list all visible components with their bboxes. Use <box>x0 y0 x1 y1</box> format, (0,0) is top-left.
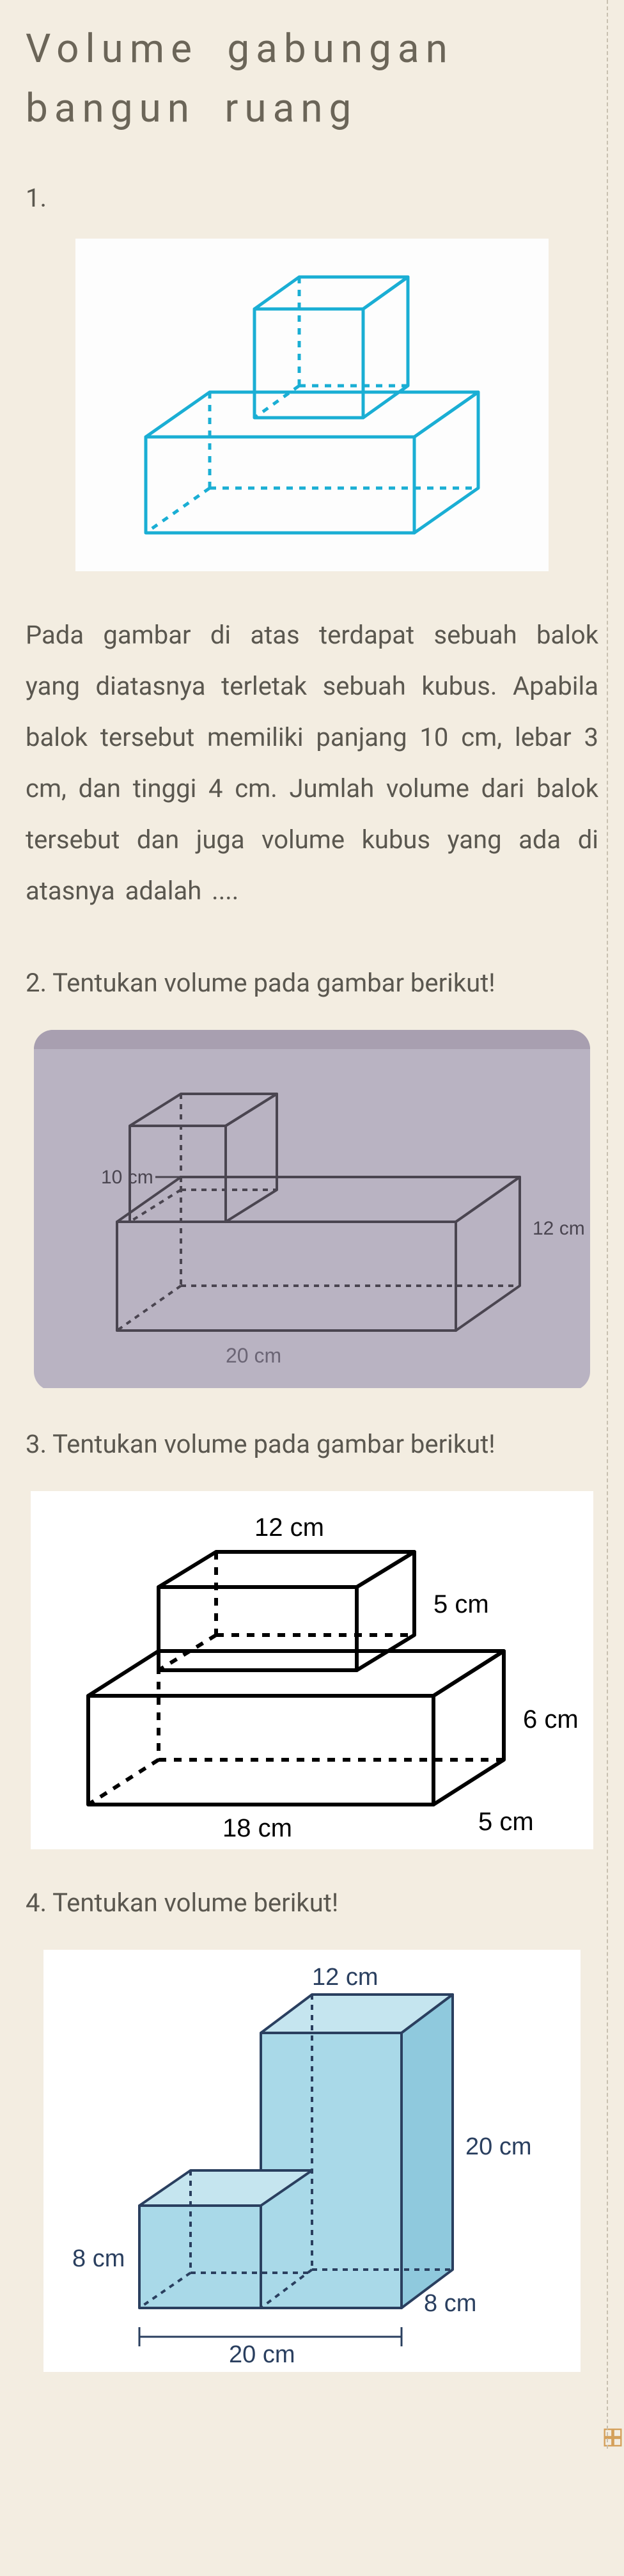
corner-icon <box>602 2426 624 2449</box>
q2-figure: 10 cm 12 cm 20 cm <box>26 1030 598 1391</box>
page-title: Volume gabungan bangun ruang <box>26 19 598 138</box>
q3-prompt: 3. Tentukan volume pada gambar berikut! <box>26 1429 598 1459</box>
q3-label-ur: 5 cm <box>433 1590 489 1618</box>
q3-svg: 12 cm 5 cm 6 cm 18 cm 5 cm <box>31 1491 593 1849</box>
q1-svg <box>75 239 549 571</box>
q4-label-right: 20 cm <box>465 2133 531 2160</box>
q2-prompt: 2. Tentukan volume pada gambar berikut! <box>26 968 598 998</box>
q1-figure <box>26 239 598 571</box>
q2-svg: 10 cm 12 cm 20 cm <box>34 1030 590 1388</box>
q4-svg: 12 cm 20 cm 8 cm 8 cm 20 cm <box>43 1950 581 2372</box>
q4-label-bottom: 20 cm <box>229 2341 295 2368</box>
q2-label-left: 10 cm <box>101 1167 153 1188</box>
q3-label-bottom: 18 cm <box>222 1814 292 1842</box>
q3-label-top: 12 cm <box>254 1513 324 1542</box>
q1-number: 1. <box>26 183 598 213</box>
q2-label-right: 12 cm <box>533 1218 585 1239</box>
q4-prompt: 4. Tentukan volume berikut! <box>26 1888 598 1918</box>
q3-label-br: 5 cm <box>478 1808 534 1836</box>
q4-label-left: 8 cm <box>72 2245 125 2272</box>
q3-figure: 12 cm 5 cm 6 cm 18 cm 5 cm <box>26 1491 598 1849</box>
q4-label-top: 12 cm <box>312 1964 378 1991</box>
q4-label-br: 8 cm <box>424 2290 476 2317</box>
q2-label-bottom: 20 cm <box>226 1344 281 1367</box>
q3-label-mr: 6 cm <box>523 1705 579 1734</box>
q1-paragraph: Pada gambar di atas terdapat sebuah balo… <box>26 610 598 917</box>
q4-figure: 12 cm 20 cm 8 cm 8 cm 20 cm <box>26 1950 598 2372</box>
